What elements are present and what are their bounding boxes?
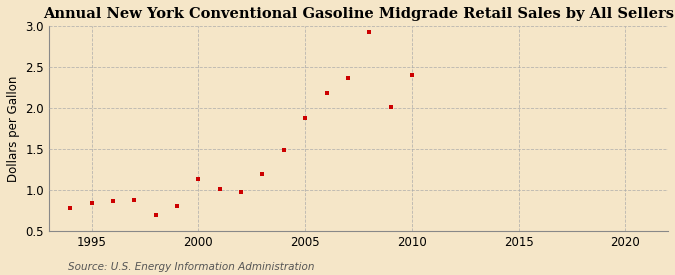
Point: [385, 105, 396, 109]
Point: [151, 213, 161, 218]
Point: [215, 187, 225, 191]
Point: [171, 204, 182, 208]
Point: [364, 30, 375, 34]
Text: Source: U.S. Energy Information Administration: Source: U.S. Energy Information Administ…: [68, 262, 314, 272]
Point: [342, 76, 353, 80]
Point: [236, 190, 246, 195]
Point: [193, 177, 204, 182]
Y-axis label: Dollars per Gallon: Dollars per Gallon: [7, 75, 20, 182]
Point: [65, 206, 76, 210]
Point: [129, 198, 140, 202]
Point: [321, 91, 332, 96]
Title: Annual New York Conventional Gasoline Midgrade Retail Sales by All Sellers: Annual New York Conventional Gasoline Mi…: [43, 7, 674, 21]
Point: [257, 171, 268, 176]
Point: [406, 72, 417, 77]
Point: [300, 116, 310, 120]
Point: [278, 148, 289, 152]
Point: [86, 201, 97, 205]
Point: [107, 199, 118, 204]
